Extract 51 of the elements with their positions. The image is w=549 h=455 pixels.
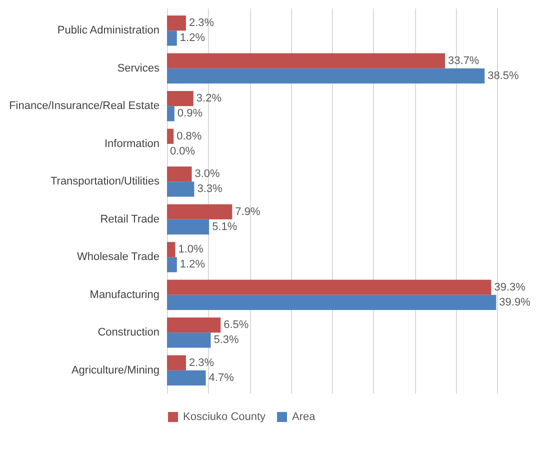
y-tick-label: Services bbox=[117, 62, 160, 74]
bar bbox=[167, 355, 186, 370]
y-tick-label: Transportation/Utilities bbox=[50, 176, 160, 188]
bar bbox=[167, 370, 206, 386]
y-tick-label: Finance/Insurance/Real Estate bbox=[9, 100, 160, 112]
data-label: 1.2% bbox=[180, 32, 206, 44]
data-label: 1.0% bbox=[178, 244, 204, 256]
bar bbox=[167, 16, 186, 31]
data-label: 3.0% bbox=[194, 168, 220, 180]
bar bbox=[167, 219, 210, 234]
data-label: 0.9% bbox=[177, 108, 203, 120]
data-label: 6.5% bbox=[224, 319, 249, 332]
bar bbox=[167, 257, 177, 272]
legend-label: Area bbox=[292, 411, 316, 423]
bar bbox=[167, 242, 176, 258]
data-label: 3.3% bbox=[197, 183, 223, 196]
bar bbox=[167, 30, 177, 46]
bar bbox=[167, 68, 485, 84]
data-label: 3.2% bbox=[196, 92, 222, 105]
data-label: 5.1% bbox=[212, 220, 238, 233]
bar bbox=[167, 166, 192, 182]
y-tick-label: Wholesale Trade bbox=[76, 251, 160, 264]
legend-label: Kosciuko County bbox=[183, 411, 266, 423]
bar bbox=[167, 280, 492, 295]
y-tick-label: Retail Trade bbox=[100, 213, 160, 226]
y-tick-label: Agriculture/Mining bbox=[71, 364, 160, 376]
bar bbox=[167, 204, 232, 220]
bar bbox=[167, 182, 194, 197]
data-label: 33.7% bbox=[448, 54, 480, 67]
y-tick-label: Construction bbox=[98, 326, 160, 339]
data-label: 39.3% bbox=[494, 281, 526, 294]
data-label: 2.3% bbox=[188, 17, 214, 30]
y-tick-label: Manufacturing bbox=[90, 288, 160, 301]
bar bbox=[167, 294, 496, 310]
bar bbox=[167, 128, 174, 144]
y-tick-label: Public Administration bbox=[57, 24, 160, 37]
data-label: 39.9% bbox=[499, 296, 531, 308]
bar bbox=[167, 106, 174, 122]
bar bbox=[167, 318, 221, 333]
data-label: 5.3% bbox=[214, 334, 240, 346]
bar bbox=[167, 53, 446, 68]
data-label: 0.0% bbox=[170, 145, 196, 158]
data-label: 38.5% bbox=[488, 70, 520, 82]
bar bbox=[167, 91, 194, 106]
data-label: 4.7% bbox=[208, 372, 234, 384]
bar bbox=[167, 332, 211, 348]
data-label: 2.3% bbox=[188, 356, 214, 369]
data-label: 7.9% bbox=[235, 206, 260, 218]
y-tick-label: Information bbox=[104, 138, 160, 150]
data-label: 1.2% bbox=[180, 258, 206, 271]
data-label: 0.8% bbox=[176, 130, 202, 142]
